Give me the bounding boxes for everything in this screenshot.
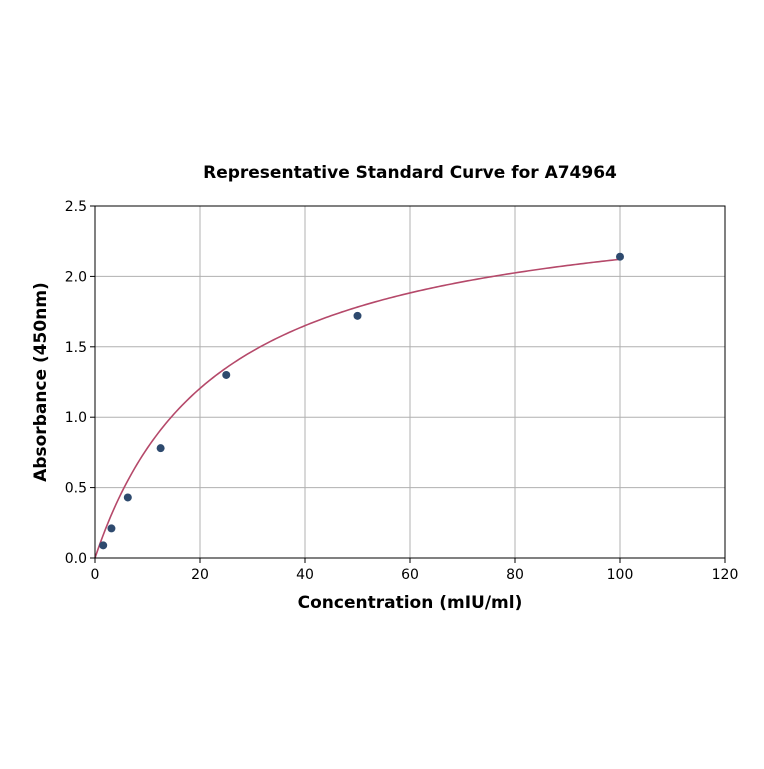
y-axis-label: Absorbance (450nm) (31, 282, 51, 482)
x-tick-label: 60 (401, 567, 419, 583)
y-tick-label: 2.0 (65, 269, 87, 285)
data-point (123, 493, 132, 502)
x-tick-label: 40 (296, 567, 314, 583)
y-ticks: 0.0 0.5 1.0 1.5 2.0 2.5 (65, 199, 95, 567)
fit-curve-line (94, 258, 621, 559)
x-tick-label: 20 (191, 567, 209, 583)
y-tick-label: 2.5 (65, 199, 87, 215)
y-tick-label: 1.5 (65, 340, 87, 356)
x-tick-label: 0 (91, 567, 100, 583)
data-point (222, 370, 231, 379)
y-tick-label: 1.0 (65, 410, 87, 426)
x-axis-label: Concentration (mIU/ml) (298, 593, 523, 613)
y-tick-label: 0.0 (65, 551, 87, 567)
grid-layer (94, 205, 726, 559)
data-point (616, 252, 624, 261)
data-point (353, 311, 362, 320)
data-point (107, 524, 116, 533)
x-ticks: 0 20 40 60 80 100 120 (91, 558, 739, 583)
curve-layer (94, 258, 621, 559)
x-tick-label: 120 (712, 567, 739, 583)
data-point (156, 444, 165, 453)
x-tick-label: 100 (607, 567, 634, 583)
y-tick-label: 0.5 (65, 481, 87, 497)
data-point (99, 541, 108, 550)
points-layer (99, 252, 624, 550)
x-tick-label: 80 (506, 567, 524, 583)
chart-title: Representative Standard Curve for A74964 (203, 163, 617, 183)
